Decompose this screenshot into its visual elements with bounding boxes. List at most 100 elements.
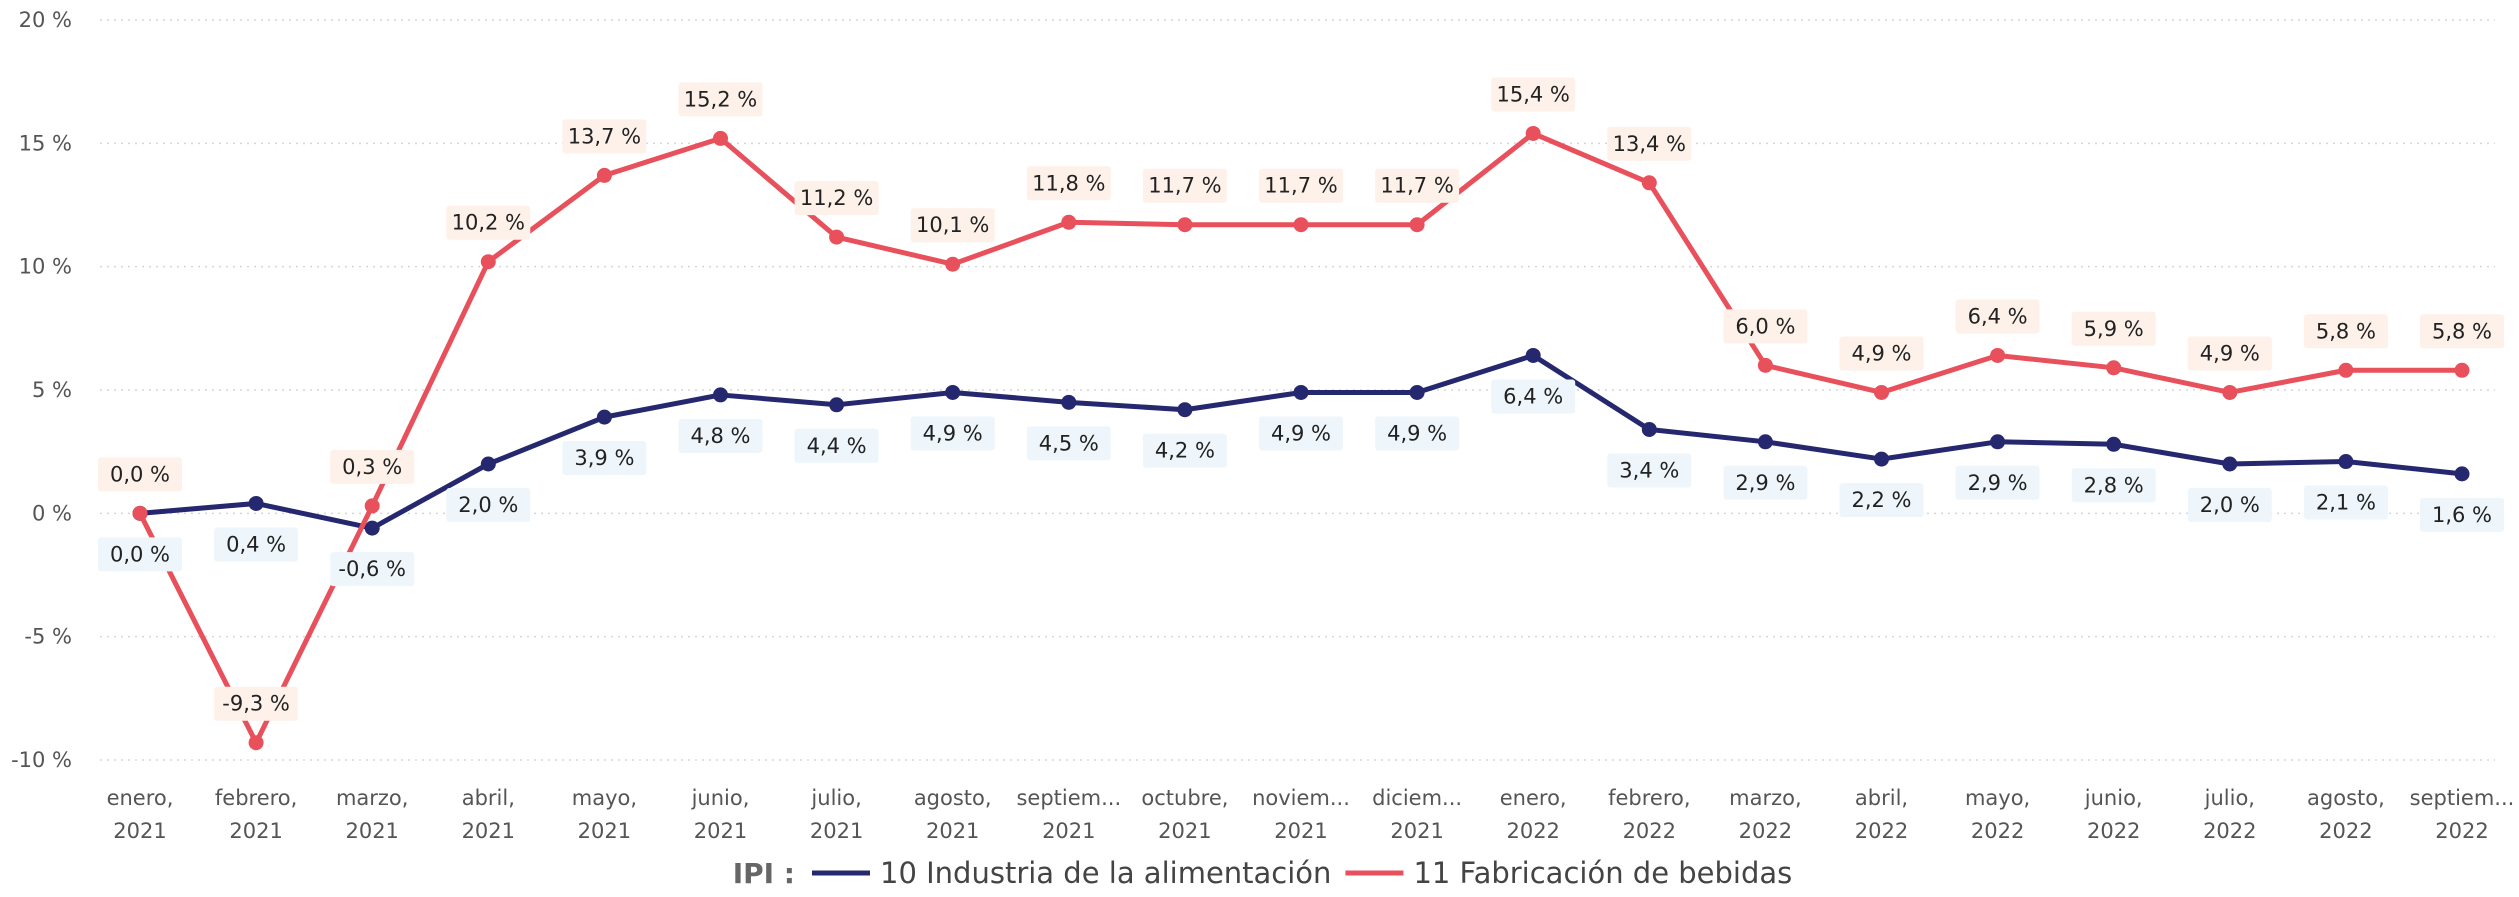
x-tick-label-year: 2021 [113, 819, 166, 843]
x-tick-label: marzo, [1729, 786, 1802, 810]
data-label-bg [1839, 336, 1924, 371]
x-tick-label: enero, [107, 786, 174, 810]
data-label-bg [562, 441, 647, 476]
data-point [1409, 217, 1425, 233]
data-point [2222, 384, 2238, 400]
x-tick-label: febrero, [215, 786, 297, 810]
data-label: 4,2 % [1155, 439, 1215, 463]
data-point [1757, 357, 1773, 373]
data-label: 4,9 % [1271, 421, 1331, 445]
x-tick-label-year: 2022 [2435, 819, 2488, 843]
x-tick-label: septiem... [1016, 786, 1121, 810]
x-tick-label: junio, [691, 786, 750, 810]
data-point [480, 456, 496, 472]
x-tick-label: noviem... [1252, 786, 1350, 810]
data-label: 2,2 % [1851, 488, 1911, 512]
data-point [713, 130, 728, 146]
data-label: 0,0 % [110, 462, 170, 486]
data-point [2222, 456, 2238, 472]
data-label: 3,4 % [1619, 458, 1679, 482]
data-label-bg [794, 428, 879, 463]
data-label: 5,8 % [2432, 319, 2492, 343]
data-point [1525, 347, 1541, 363]
data-point [132, 505, 148, 521]
x-tick-label: febrero, [1608, 786, 1690, 810]
data-point [1061, 394, 1077, 410]
x-tick-label: agosto, [2307, 786, 2385, 810]
x-tick-label-year: 2021 [1390, 819, 1443, 843]
data-point [2454, 362, 2470, 378]
x-tick-label-year: 2021 [1042, 819, 1095, 843]
x-tick-label: diciem... [1372, 786, 1462, 810]
data-label-bg [98, 537, 182, 572]
data-label-bg [1723, 465, 1808, 500]
data-label: 5,9 % [2084, 317, 2144, 341]
x-tick-label: abril, [462, 786, 515, 810]
data-label: 3,9 % [574, 446, 634, 470]
data-label: 4,9 % [1387, 421, 1447, 445]
data-point [1990, 434, 2006, 450]
x-tick-label-year: 2022 [1855, 819, 1908, 843]
x-tick-label-year: 2022 [1623, 819, 1676, 843]
data-label: 0,4 % [226, 532, 286, 556]
y-tick-label: 15 % [19, 131, 72, 155]
x-tick-label-year: 2021 [694, 819, 747, 843]
data-label: 6,4 % [1503, 384, 1563, 408]
data-label-bg [446, 488, 531, 522]
data-label-bg [1142, 168, 1227, 203]
x-tick-label: junio, [2084, 786, 2143, 810]
x-tick-label: mayo, [572, 786, 637, 810]
data-label: -0,6 % [338, 557, 406, 581]
data-point [596, 167, 612, 183]
data-label-bg [2071, 468, 2156, 503]
data-point [829, 229, 845, 245]
data-label-bg [910, 208, 995, 243]
legend-label-0: 10 Industria de la alimentación [880, 856, 1331, 890]
x-tick-label-year: 2022 [1506, 819, 1559, 843]
data-point [2106, 436, 2122, 452]
data-label-bg [2420, 497, 2504, 532]
data-label-bg [678, 418, 763, 453]
data-label: 2,1 % [2316, 491, 2376, 515]
data-label-bg [1142, 433, 1227, 468]
data-label: 2,0 % [458, 493, 518, 517]
data-label-bg [1723, 309, 1808, 344]
y-tick-label: 0 % [32, 501, 72, 525]
x-tick-label-year: 2021 [462, 819, 515, 843]
data-point [829, 397, 845, 413]
data-point [2106, 360, 2122, 376]
data-point [1177, 402, 1193, 418]
data-label: 15,2 % [684, 87, 757, 111]
y-axis: 20 % 15 % 10 % 5 % 0 % -5 % -10 % [11, 8, 72, 772]
data-label-bg [1026, 166, 1111, 201]
data-point [2338, 454, 2354, 470]
data-label-bg [2071, 311, 2156, 346]
legend: IPI : 10 Industria de la alimentación 11 … [733, 856, 1793, 890]
data-label-bg [1839, 483, 1924, 518]
data-label-bg [1607, 453, 1692, 488]
data-label: 6,4 % [1968, 304, 2028, 328]
data-label-bg [214, 686, 299, 721]
x-tick-label: julio, [810, 786, 861, 810]
data-point [1874, 384, 1889, 400]
data-label: 11,7 % [1264, 174, 1337, 198]
data-point [1293, 217, 1309, 233]
data-label-bg [330, 552, 415, 587]
data-point [945, 384, 961, 400]
x-tick-label: enero, [1500, 786, 1567, 810]
data-label: 11,2 % [800, 186, 873, 210]
x-tick-label-year: 2022 [1971, 819, 2024, 843]
data-point [945, 256, 961, 272]
data-label: 15,4 % [1497, 82, 1570, 106]
data-label: 10,1 % [916, 213, 989, 237]
data-label: 13,7 % [568, 124, 641, 148]
data-label-bg [446, 205, 531, 240]
x-axis: enero, 2021 febrero, 2021 marzo, 2021 abril, 20… [107, 786, 2515, 843]
data-label-bg [1259, 168, 1343, 203]
y-tick-label: 10 % [19, 255, 72, 279]
data-label: 2,9 % [1735, 471, 1795, 495]
x-tick-label-year: 2021 [578, 819, 631, 843]
data-point [1641, 421, 1657, 437]
data-label: 2,8 % [2084, 473, 2144, 497]
data-label-bg [562, 119, 647, 154]
